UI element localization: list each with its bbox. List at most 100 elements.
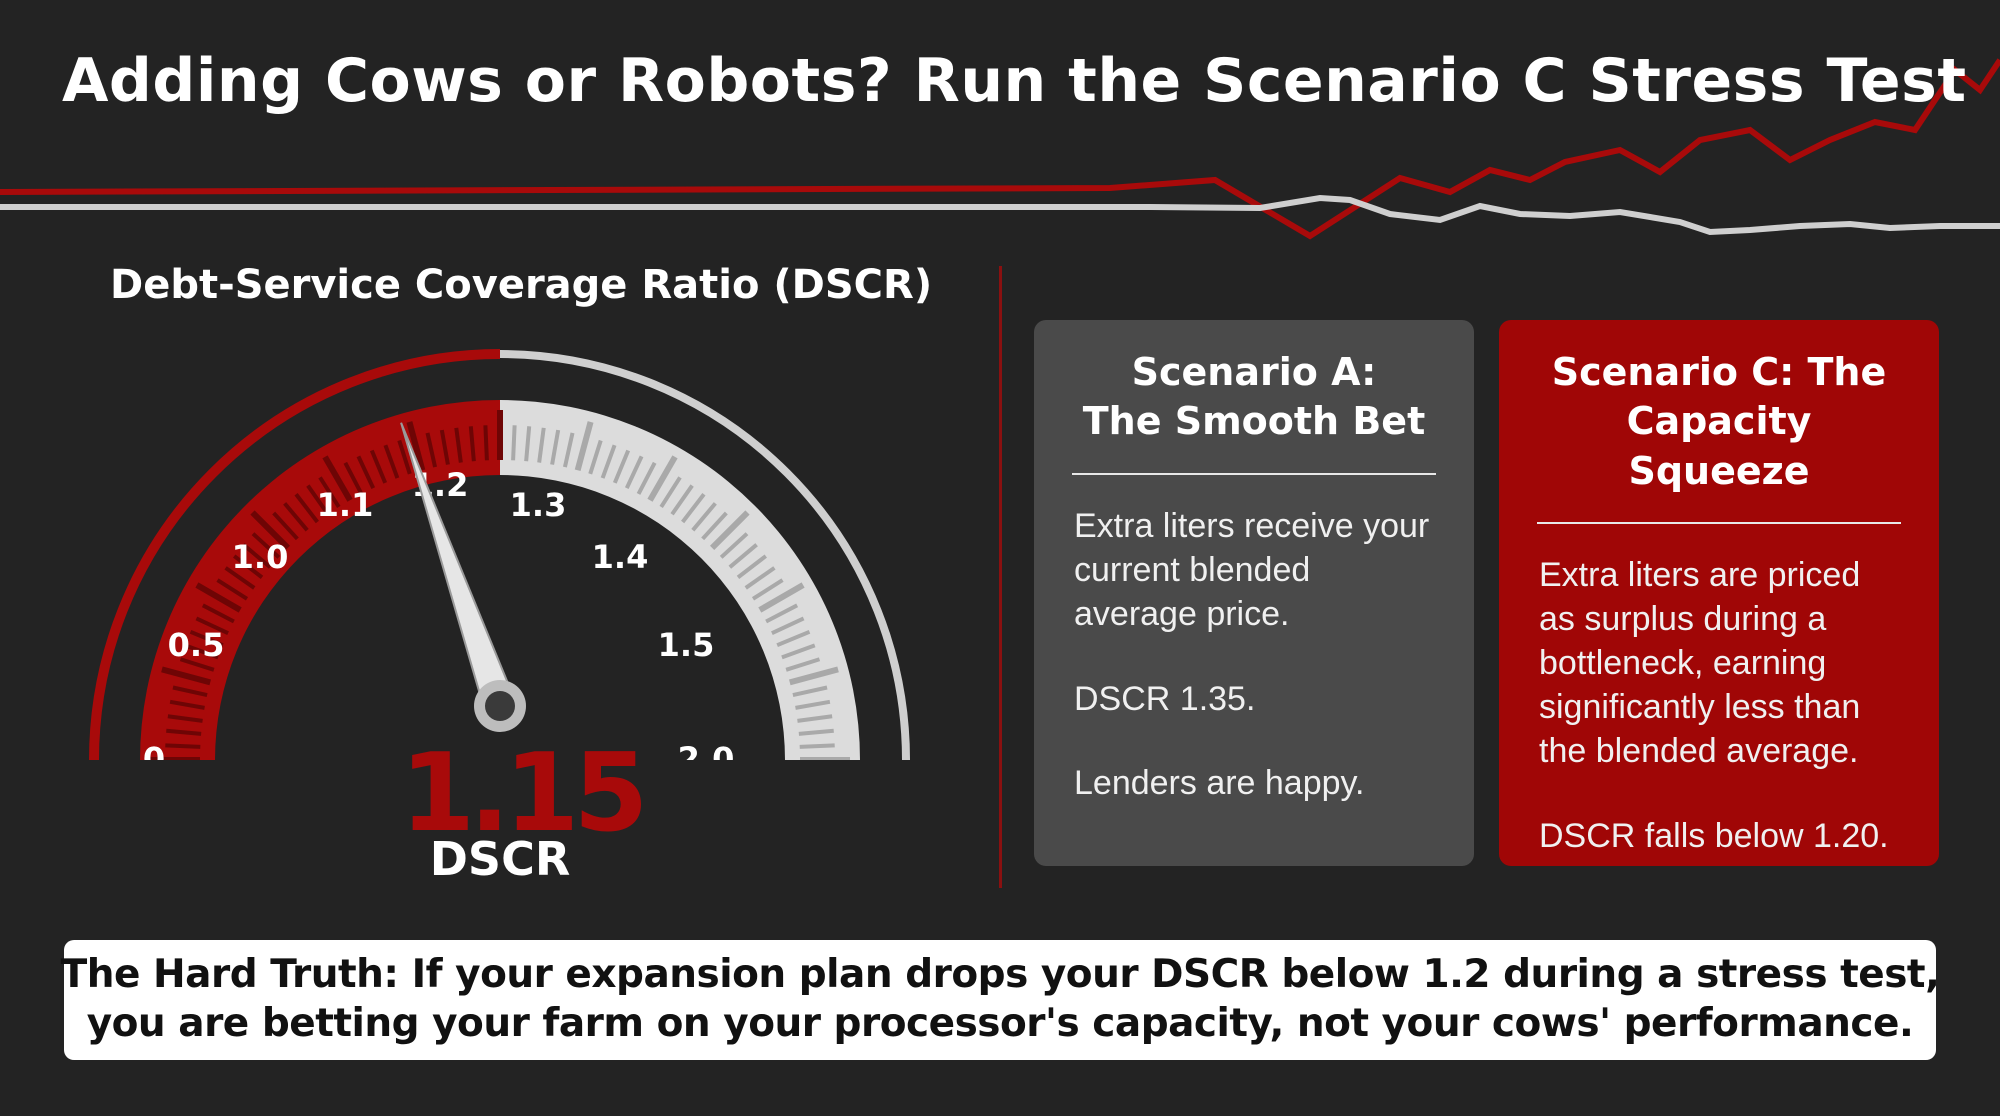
- gauge-tick: [272, 511, 299, 541]
- gauge-tick: [242, 543, 272, 569]
- header-trend-lines: [0, 58, 2000, 240]
- gauge-tick: [179, 657, 215, 672]
- gauge-tick: [799, 743, 835, 749]
- gauge-tick: [789, 666, 839, 686]
- gauge-tick: [795, 699, 831, 710]
- gauge-tick: [195, 616, 229, 636]
- gauge-red-rim: [89, 349, 501, 760]
- dscr-gauge: 0 0.5 1.0 1.1 1.2 1.3 1.4 1.5 2.0: [89, 349, 910, 760]
- gauge-tick: [224, 566, 256, 590]
- gauge-safe-band: [500, 400, 860, 760]
- gauge-needle-group: [400, 422, 526, 732]
- gauge-tick: [600, 444, 617, 479]
- scenario-a-title: Scenario A: The Smooth Bet: [1074, 348, 1434, 447]
- gauge-tick: [751, 578, 784, 601]
- gauge-label-2-0: 2.0: [678, 740, 735, 760]
- scenario-a-dscr: DSCR 1.35.: [1074, 680, 1256, 719]
- scenario-c-rule: [1537, 522, 1901, 525]
- gauge-tick: [588, 439, 603, 475]
- gauge-tick: [792, 685, 828, 698]
- gauge-tick: [250, 510, 290, 550]
- gauge-tick: [356, 455, 376, 489]
- gauge-tick: [781, 643, 816, 660]
- gauge-tick: [167, 714, 203, 723]
- gauge-tick: [251, 532, 281, 559]
- header-red-trend-line: [0, 58, 2000, 240]
- gauge-tick: [454, 427, 463, 463]
- gauge-tick: [306, 484, 330, 516]
- gauge-tick: [776, 629, 811, 648]
- gauge-value: 1.15: [400, 731, 648, 856]
- gauge-tick: [765, 603, 799, 624]
- gauge-tick: [524, 426, 532, 462]
- gauge-tick: [550, 429, 561, 465]
- scenario-a-title-line1: Scenario A:: [1131, 350, 1377, 394]
- scenario-a-title-line2: The Smooth Bet: [1082, 399, 1426, 444]
- gauge-label-0-5: 0.5: [168, 626, 225, 664]
- gauge-tick: [736, 554, 767, 579]
- gauge-tick: [397, 439, 412, 475]
- gauge-ticks: [150, 410, 850, 760]
- gauge-tick: [659, 476, 682, 509]
- gauge-label-1-1: 1.1: [317, 486, 374, 524]
- gauge-tick: [216, 578, 249, 601]
- gauge-tick: [161, 666, 211, 686]
- gauge-tick: [710, 510, 750, 550]
- hard-truth-line2: you are betting your farm on your proces…: [86, 1001, 1914, 1046]
- hard-truth-line1: The Hard Truth: If your expansion plan d…: [60, 952, 1940, 998]
- gauge-tick: [691, 502, 717, 532]
- scenario-c-title-line1: Scenario C: The: [1551, 350, 1887, 394]
- gauge-unit: DSCR: [429, 832, 571, 886]
- scenario-a-body: Extra liters receive your current blende…: [1074, 506, 1430, 633]
- gauge-tick: [195, 582, 242, 613]
- scenario-a-closing: Lenders are happy.: [1074, 764, 1365, 803]
- gauge-danger-band: [140, 400, 500, 760]
- scenario-a-card: Scenario A: The Smooth Bet Extra liters …: [1034, 320, 1474, 866]
- gauge-tick: [744, 566, 776, 590]
- gauge-tick: [189, 629, 224, 648]
- gauge-tick: [425, 432, 438, 468]
- gauge-tick: [758, 582, 805, 613]
- gauge-tick: [172, 685, 208, 698]
- gauge-tick: [383, 444, 400, 479]
- gauge-tick: [797, 714, 833, 723]
- header-white-trend-line: [0, 194, 2000, 236]
- gauge-tick: [439, 429, 450, 465]
- gauge-tick: [322, 455, 353, 502]
- gauge-tick: [701, 511, 728, 541]
- scenario-c-dscr: DSCR falls below 1.20.: [1539, 817, 1889, 856]
- gauge-label-0: 0: [143, 740, 165, 760]
- scenario-c-title-line2: Capacity Squeeze: [1626, 399, 1812, 493]
- scenario-a-rule: [1072, 472, 1436, 475]
- gauge-label-1-3: 1.3: [510, 486, 567, 524]
- gauge-tick: [483, 425, 489, 461]
- gauge-tick: [283, 502, 309, 532]
- gauge-tick: [636, 461, 657, 495]
- gauge-tick: [612, 449, 631, 484]
- gauge-tick: [233, 554, 264, 579]
- gauge-tick: [785, 657, 821, 672]
- gauge-tick: [670, 484, 694, 516]
- section-divider: [999, 266, 1002, 888]
- gauge-tick: [574, 421, 594, 471]
- scenario-c-title: Scenario C: The Capacity Squeeze: [1539, 348, 1899, 496]
- gauge-label-1-4: 1.4: [592, 538, 649, 576]
- gauge-label-1-5: 1.5: [658, 626, 715, 664]
- gauge-tick: [318, 476, 341, 509]
- gauge-tick: [647, 455, 678, 502]
- gauge-needle-hub-center: [485, 691, 515, 721]
- gauge-tick: [537, 427, 546, 463]
- gauge-tick: [719, 532, 749, 559]
- gauge-heading: Debt-Service Coverage Ratio (DSCR): [110, 262, 933, 308]
- gauge-label-1-0: 1.0: [232, 538, 289, 576]
- gauge-tick: [562, 432, 575, 468]
- gauge-tick: [369, 449, 388, 484]
- gauge-tick: [343, 461, 364, 495]
- scenario-c-body: Extra liters are priced as surplus durin…: [1539, 556, 1861, 770]
- gauge-tick: [681, 493, 706, 524]
- gauge-tick: [624, 455, 644, 489]
- gauge-tick: [728, 543, 758, 569]
- gauge-tick: [511, 425, 517, 461]
- gauge-tick: [165, 743, 201, 749]
- gauge-tick: [294, 493, 319, 524]
